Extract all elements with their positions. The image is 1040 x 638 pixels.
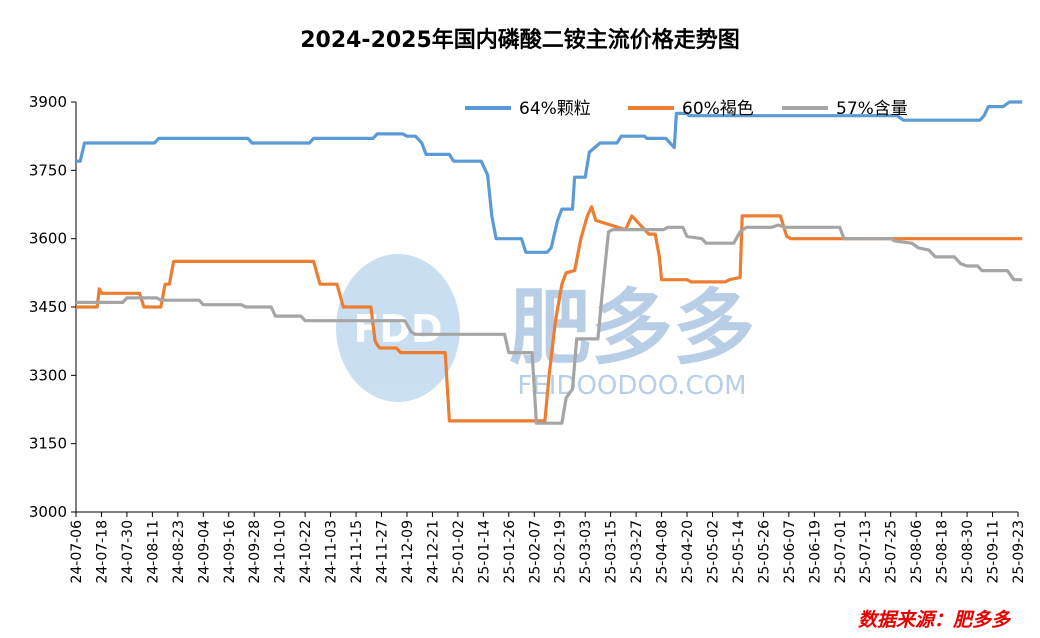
watermark: FDD 肥多多 FEIDOODOO.COM: [336, 254, 755, 402]
chart-title: 2024-2025年国内磷酸二铵主流价格走势图: [300, 28, 740, 53]
x-tick-label: 24-10-10: [273, 520, 289, 584]
x-tick-label: 25-01-02: [451, 520, 467, 584]
y-tick-label: 3150: [29, 435, 67, 453]
x-tick-label: 25-07-13: [858, 520, 874, 584]
x-tick-label: 25-03-27: [629, 520, 645, 584]
x-tick-label: 24-11-03: [324, 520, 340, 584]
y-tick-label: 3750: [29, 161, 67, 179]
y-axis-ticks: 3000 3150 3300 3450 3600 3750 3900: [29, 93, 76, 521]
watermark-letters: FDD: [353, 307, 442, 351]
x-tick-label: 25-05-14: [731, 520, 747, 584]
x-tick-label: 24-09-28: [247, 520, 263, 584]
data-source-label: 数据来源：肥多多: [857, 609, 1010, 631]
series-line-1: [76, 205, 1023, 423]
x-tick-label: 25-09-23: [1011, 520, 1027, 584]
x-tick-label: 25-02-19: [553, 520, 569, 584]
watermark-logo-icon: [336, 254, 460, 402]
x-tick-label: 24-07-30: [120, 520, 136, 584]
x-tick-label: 24-10-22: [298, 520, 314, 584]
y-tick-label: 3600: [29, 230, 67, 248]
x-tick-label: 24-07-18: [94, 520, 110, 584]
x-tick-label: 25-08-18: [935, 520, 951, 584]
series-line-0: [76, 100, 1023, 254]
series-line-2: [76, 223, 1023, 425]
x-tick-label: 25-08-06: [909, 520, 925, 584]
y-tick-label: 3300: [29, 366, 67, 384]
legend-label-2: 57%含量: [836, 99, 908, 119]
x-tick-label: 25-03-03: [578, 520, 594, 584]
x-tick-label: 24-08-23: [171, 520, 187, 584]
legend-label-1: 60%褐色: [682, 99, 754, 119]
watermark-site: FEIDOODOO.COM: [517, 371, 746, 401]
x-axis-ticks: 24-07-06 24-07-18 24-07-30 24-08-11 24-08-23…: [69, 512, 1027, 584]
x-tick-label: 25-08-30: [960, 520, 976, 584]
x-tick-label: 25-03-15: [604, 520, 620, 584]
x-tick-label: 24-09-16: [222, 520, 238, 584]
legend: 64%颗粒 60%褐色 57%含量: [465, 99, 908, 119]
x-tick-label: 25-06-07: [782, 520, 798, 584]
x-tick-label: 24-12-09: [400, 520, 416, 584]
x-tick-label: 24-11-27: [375, 520, 391, 584]
x-tick-label: 25-01-14: [476, 520, 492, 584]
x-tick-label: 25-05-02: [705, 520, 721, 584]
x-tick-label: 25-02-07: [527, 520, 543, 584]
x-tick-label: 25-04-08: [655, 520, 671, 584]
y-tick-label: 3900: [29, 93, 67, 111]
legend-label-0: 64%颗粒: [519, 99, 591, 119]
x-tick-label: 25-04-20: [680, 520, 696, 584]
x-tick-label: 24-08-11: [145, 520, 161, 584]
x-tick-label: 25-05-26: [756, 520, 772, 584]
x-tick-label: 24-07-06: [69, 520, 85, 584]
watermark-name: 肥多多: [509, 281, 755, 376]
series-lines: [76, 100, 1023, 425]
x-tick-label: 24-11-15: [349, 520, 365, 584]
x-tick-label: 24-12-21: [425, 520, 441, 584]
x-tick-label: 25-01-26: [502, 520, 518, 584]
x-tick-label: 25-09-11: [986, 520, 1002, 584]
x-tick-label: 25-06-19: [807, 520, 823, 584]
y-tick-label: 3000: [29, 503, 67, 521]
x-tick-label: 25-07-25: [884, 520, 900, 584]
x-tick-label: 25-07-01: [833, 520, 849, 584]
y-tick-label: 3450: [29, 298, 67, 316]
x-tick-label: 24-09-04: [196, 520, 212, 584]
